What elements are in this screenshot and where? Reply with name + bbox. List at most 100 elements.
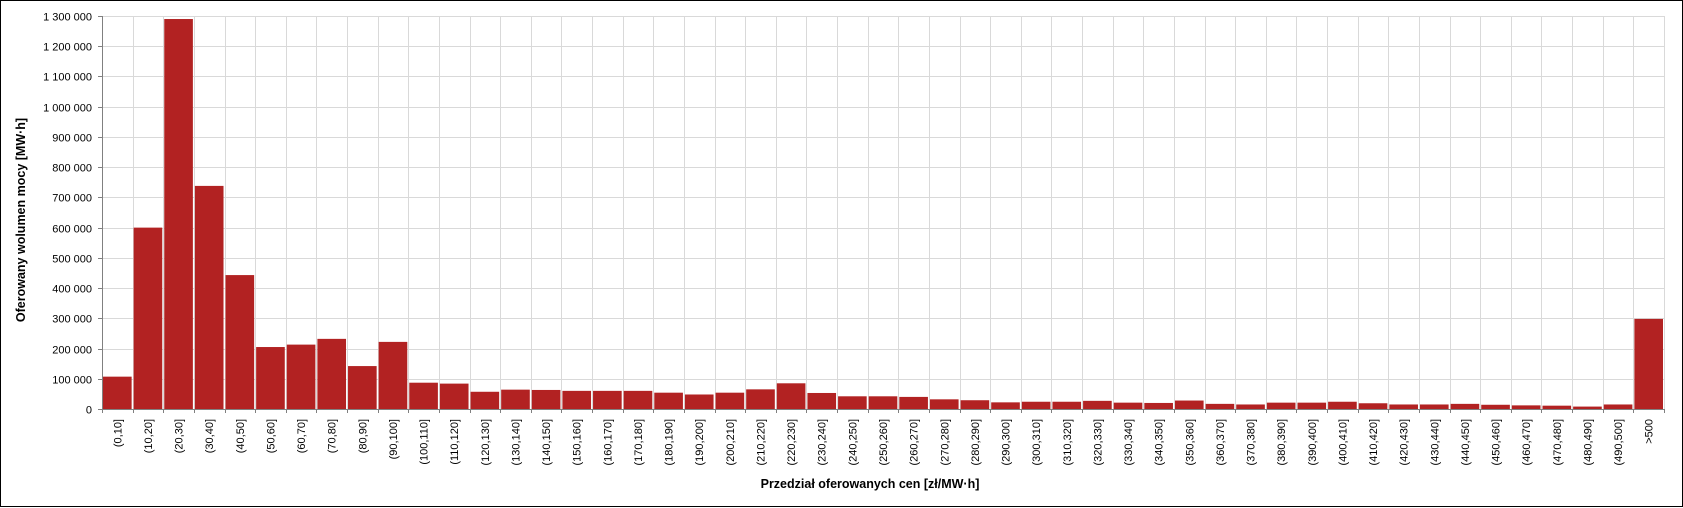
bar [868, 396, 898, 409]
bar [1297, 402, 1327, 409]
y-tick-label: 900 000 [52, 133, 92, 145]
x-tick-label: (360,370] [1215, 419, 1227, 465]
x-tick-label: (390,400] [1307, 419, 1319, 465]
y-tick-label: 1 200 000 [43, 42, 92, 54]
bar [1389, 404, 1418, 409]
x-tick-label: (410,420] [1368, 419, 1380, 465]
bar [1328, 401, 1357, 409]
x-tick-label: (230,240] [817, 419, 829, 465]
bar [1021, 401, 1051, 409]
y-tick-label: 500 000 [52, 254, 92, 266]
bar [1174, 400, 1204, 409]
bar [1573, 406, 1602, 409]
x-tick-label: (320,330] [1092, 419, 1104, 465]
bar [1634, 318, 1663, 409]
bar [929, 399, 959, 409]
bar [531, 389, 561, 409]
y-tick-label: 1 000 000 [43, 103, 92, 115]
bar [1266, 402, 1296, 409]
bar [1358, 403, 1388, 409]
x-tick-label: (180,190] [664, 419, 676, 465]
x-tick-label: (120,130] [480, 419, 492, 465]
x-tick-label: (140,150] [541, 419, 553, 465]
x-tick-label: (90,100] [388, 419, 400, 459]
bar [164, 19, 193, 410]
x-tick-label: (370,380] [1246, 419, 1258, 465]
bar [1052, 401, 1082, 409]
bar [838, 396, 867, 409]
bar [225, 275, 255, 409]
bar [776, 383, 806, 409]
x-tick-label: (50,60] [266, 419, 278, 453]
bar [623, 390, 653, 409]
y-tick-label: 200 000 [52, 345, 92, 357]
x-tick-label: (490,500] [1613, 419, 1625, 465]
y-tick-label: 0 [86, 405, 92, 417]
bar [715, 392, 745, 409]
x-tick-label: (40,50] [235, 419, 247, 453]
y-tick-labels: 0 100 000 200 000 300 000 400 000 500 000 600 … [43, 12, 92, 417]
x-tick-label: (0,10] [112, 419, 124, 447]
bar [1450, 403, 1480, 409]
bar [991, 402, 1020, 409]
x-tick-label: (20,30] [174, 419, 186, 453]
x-tick-label: (460,470] [1521, 419, 1533, 465]
y-tick-label: 600 000 [52, 224, 92, 236]
x-tick-label: (430,440] [1429, 419, 1441, 465]
x-tick-label: >500 [1644, 419, 1656, 444]
x-tick-label: (70,80] [327, 419, 339, 453]
bar [746, 389, 775, 409]
x-tick-labels: (0,10] (10,20] (20,30] (30,40] (40,50] (50,60… [112, 419, 1655, 465]
x-tick-label: (130,140] [511, 419, 523, 465]
bar [348, 366, 377, 409]
x-tick-label: (100,110] [419, 419, 431, 465]
bar [684, 394, 714, 409]
bar [256, 347, 285, 409]
x-tick-label: (450,460] [1491, 419, 1503, 465]
bar [1083, 400, 1112, 409]
x-tick-label: (340,350] [1154, 419, 1166, 465]
x-axis-title: Przedział oferowanych cen [zł/MW·h] [761, 477, 980, 491]
bar [807, 392, 837, 409]
bar [1481, 404, 1510, 409]
bar [133, 227, 163, 409]
x-tick-label: (60,70] [296, 419, 308, 453]
x-tick-label: (260,270] [909, 419, 921, 465]
bar [562, 390, 592, 409]
x-tick-label: (470,480] [1552, 419, 1564, 465]
gridlines [102, 16, 1665, 410]
x-tick-label: (80,90] [357, 419, 369, 453]
bar [501, 389, 530, 409]
bar [317, 338, 347, 409]
bar [654, 392, 683, 409]
y-tick-label: 100 000 [52, 375, 92, 387]
x-tick-label: (350,360] [1184, 419, 1196, 465]
y-tick-label: 700 000 [52, 193, 92, 205]
bar [1236, 404, 1265, 409]
y-tick-label: 1 100 000 [43, 72, 92, 84]
bar [103, 376, 132, 409]
x-tick-label: (10,20] [143, 419, 155, 453]
x-tick-label: (220,230] [786, 419, 798, 465]
x-tick-label: (210,220] [756, 419, 768, 465]
x-tick-label: (300,310] [1031, 419, 1043, 465]
y-tick-label: 1 300 000 [43, 12, 92, 24]
bar [194, 185, 224, 409]
bar [1419, 404, 1449, 409]
x-tick-label: (290,300] [1001, 419, 1013, 465]
x-tick-label: (170,180] [633, 419, 645, 465]
x-tick-label: (330,340] [1123, 419, 1135, 465]
bar [1205, 403, 1235, 409]
x-tick-label: (200,210] [725, 419, 737, 465]
x-tick-label: (310,320] [1062, 419, 1074, 465]
x-tick-label: (160,170] [602, 419, 614, 465]
axes [98, 16, 1665, 413]
x-tick-label: (240,250] [847, 419, 859, 465]
y-axis-title: Oferowany wolumen mocy [MW·h] [14, 118, 28, 322]
y-tick-label: 300 000 [52, 314, 92, 326]
bar [286, 344, 316, 409]
x-tick-label: (440,450] [1460, 419, 1472, 465]
bar [409, 382, 438, 409]
bar [1511, 405, 1541, 409]
